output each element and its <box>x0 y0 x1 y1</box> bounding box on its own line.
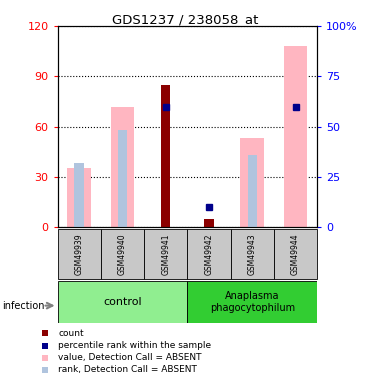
Bar <box>187 281 317 322</box>
Text: Anaplasma
phagocytophilum: Anaplasma phagocytophilum <box>210 291 295 313</box>
Bar <box>161 85 171 227</box>
Bar <box>240 138 264 227</box>
Text: value, Detection Call = ABSENT: value, Detection Call = ABSENT <box>58 353 202 362</box>
Text: GSM49944: GSM49944 <box>291 233 300 275</box>
Text: infection: infection <box>2 301 45 310</box>
Bar <box>75 164 84 227</box>
Text: GSM49939: GSM49939 <box>75 233 83 275</box>
Bar <box>204 219 214 227</box>
Bar <box>274 229 317 279</box>
Bar <box>231 229 274 279</box>
Bar <box>58 281 187 322</box>
Text: percentile rank within the sample: percentile rank within the sample <box>58 341 211 350</box>
Text: GSM49942: GSM49942 <box>204 233 213 275</box>
Bar <box>101 229 144 279</box>
Text: GDS1237 / 238058_at: GDS1237 / 238058_at <box>112 13 259 26</box>
Bar <box>111 106 134 227</box>
Bar <box>144 229 187 279</box>
Bar <box>118 130 127 227</box>
Bar <box>187 229 231 279</box>
Bar <box>67 168 91 227</box>
Text: GSM49943: GSM49943 <box>248 233 257 275</box>
Bar <box>58 229 101 279</box>
Text: GSM49941: GSM49941 <box>161 233 170 275</box>
Text: count: count <box>58 329 84 338</box>
Text: GSM49940: GSM49940 <box>118 233 127 275</box>
Text: control: control <box>103 297 142 307</box>
Bar <box>247 155 257 227</box>
Text: rank, Detection Call = ABSENT: rank, Detection Call = ABSENT <box>58 365 197 374</box>
Bar <box>284 46 308 227</box>
